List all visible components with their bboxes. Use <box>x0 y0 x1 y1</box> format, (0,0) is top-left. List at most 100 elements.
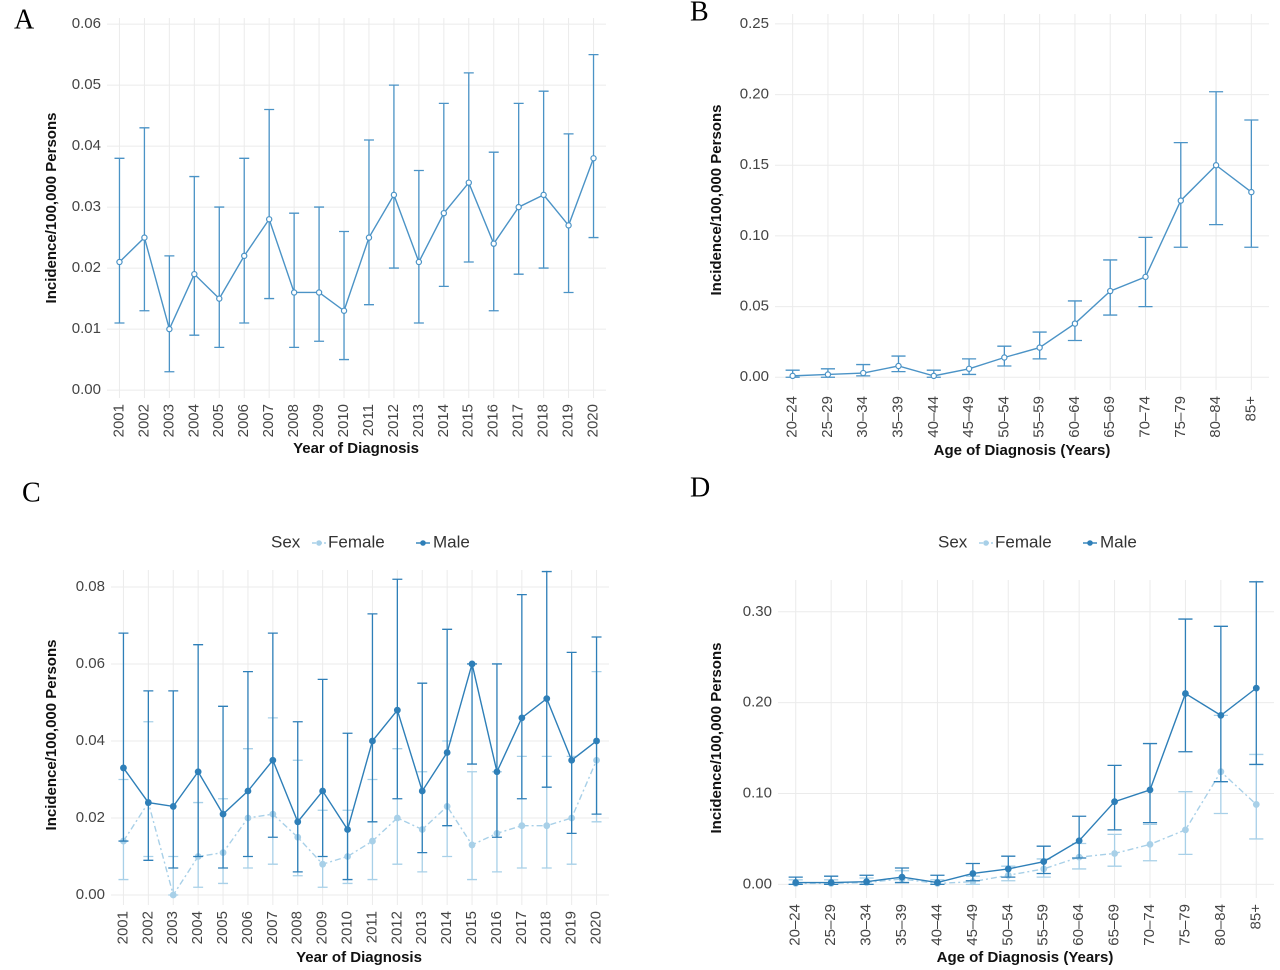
error-bar <box>563 133 574 294</box>
x-tick-label: 85+ <box>1242 396 1259 422</box>
point <box>141 234 148 241</box>
error-bar <box>413 169 424 324</box>
error-bar <box>442 628 453 827</box>
x-tick-label: 2017 <box>510 404 527 437</box>
point <box>219 810 227 818</box>
point <box>969 870 977 877</box>
error-bar <box>1213 625 1228 783</box>
error-bar <box>491 663 502 838</box>
panel: 0.00 0.10 0.20 0.30 20–24 25–29 30–34 35–39 40–4… <box>690 472 1274 966</box>
x-tick-label: 2003 <box>164 911 181 944</box>
x-tick-label: 2019 <box>563 911 580 944</box>
x-tick-label: 2020 <box>584 404 601 437</box>
point <box>493 768 501 776</box>
point <box>315 289 323 296</box>
x-tick-label: 2006 <box>239 911 256 944</box>
x-axis-title: Year of Diagnosis <box>296 949 422 966</box>
point <box>1252 801 1260 808</box>
legend-swatch <box>1087 540 1093 546</box>
error-bar <box>1072 815 1087 859</box>
point <box>290 289 298 296</box>
x-tick-label: 45–49 <box>964 904 981 946</box>
legend-swatch <box>420 540 426 546</box>
x-tick-label: 2005 <box>214 911 231 944</box>
y-tick-label: 0.10 <box>743 784 772 801</box>
y-tick-label: 0.15 <box>740 156 769 173</box>
x-tick-label: 55–59 <box>1031 396 1048 438</box>
point <box>1217 711 1225 719</box>
point <box>792 879 800 886</box>
point <box>518 822 526 830</box>
y-tick-label: 0.08 <box>76 578 105 595</box>
point <box>590 155 597 162</box>
y-tick-label: 0.30 <box>743 603 772 620</box>
error-bar <box>1209 91 1224 226</box>
point <box>418 787 426 795</box>
series-line <box>122 663 597 832</box>
point <box>490 240 497 247</box>
point <box>965 365 973 372</box>
x-tick-label: 70–74 <box>1136 396 1153 438</box>
x-axis-title: Age of Diagnosis (Years) <box>934 442 1111 459</box>
point <box>1111 798 1118 806</box>
point <box>789 372 796 380</box>
error-bar <box>1178 791 1193 856</box>
panel: 0.00 0.01 0.02 0.03 0.04 0.05 0.06 2001 2002 2003… <box>14 4 606 457</box>
x-tick-label: 25–29 <box>819 396 836 438</box>
panel-label: A <box>14 4 35 35</box>
x-tick-label: 20–24 <box>784 396 801 438</box>
point <box>468 841 476 849</box>
y-tick-label: 0.00 <box>740 368 769 385</box>
x-tick-label: 85+ <box>1247 904 1264 930</box>
x-tick-label: 2012 <box>385 404 402 437</box>
error-bar <box>339 230 350 361</box>
x-tick-label: 45–49 <box>960 396 977 438</box>
error-bar <box>513 102 524 275</box>
x-tick-label: 80–84 <box>1212 904 1229 946</box>
point <box>169 803 177 810</box>
x-tick-label: 70–74 <box>1141 904 1158 946</box>
x-tick-label: 30–34 <box>858 904 875 946</box>
point <box>169 891 177 899</box>
y-axis-title: Incidence/100,000 Persons <box>708 105 725 296</box>
error-bar <box>1173 141 1188 248</box>
x-tick-label: 2003 <box>160 404 177 437</box>
point <box>568 756 576 764</box>
error-bar <box>114 157 125 324</box>
x-tick-label: 40–44 <box>928 904 945 946</box>
point <box>1177 197 1184 204</box>
y-tick-label: 0.20 <box>743 694 772 711</box>
point <box>540 191 547 199</box>
point <box>898 873 906 881</box>
point <box>1142 273 1149 281</box>
point <box>244 787 252 795</box>
y-tick-label: 0.00 <box>76 886 105 903</box>
x-tick-label: 2008 <box>289 911 306 944</box>
point <box>1036 344 1043 351</box>
x-tick-label: 30–34 <box>854 396 871 438</box>
panel-label: B <box>690 0 709 27</box>
point <box>269 756 277 764</box>
series-line <box>792 164 1252 377</box>
error-bar <box>189 175 200 336</box>
y-tick-label: 0.06 <box>76 655 105 672</box>
point <box>895 362 902 370</box>
error-bar <box>388 84 399 269</box>
x-tick-label: 2004 <box>185 404 202 437</box>
x-tick-label: 2018 <box>538 911 555 944</box>
point <box>1182 690 1189 697</box>
error-bar <box>1249 581 1264 766</box>
point <box>390 191 398 199</box>
y-tick-label: 0.01 <box>72 320 101 337</box>
error-bar <box>367 613 378 823</box>
x-tick-label: 2001 <box>114 911 131 944</box>
x-tick-label: 2016 <box>488 911 505 944</box>
x-tick-label: 2008 <box>285 404 302 437</box>
point <box>344 826 351 833</box>
point <box>824 371 832 378</box>
error-bar <box>417 682 428 854</box>
error-bar <box>438 102 449 288</box>
legend-swatch <box>983 540 989 546</box>
error-bar <box>118 632 129 842</box>
x-tick-label: 2013 <box>410 404 427 437</box>
